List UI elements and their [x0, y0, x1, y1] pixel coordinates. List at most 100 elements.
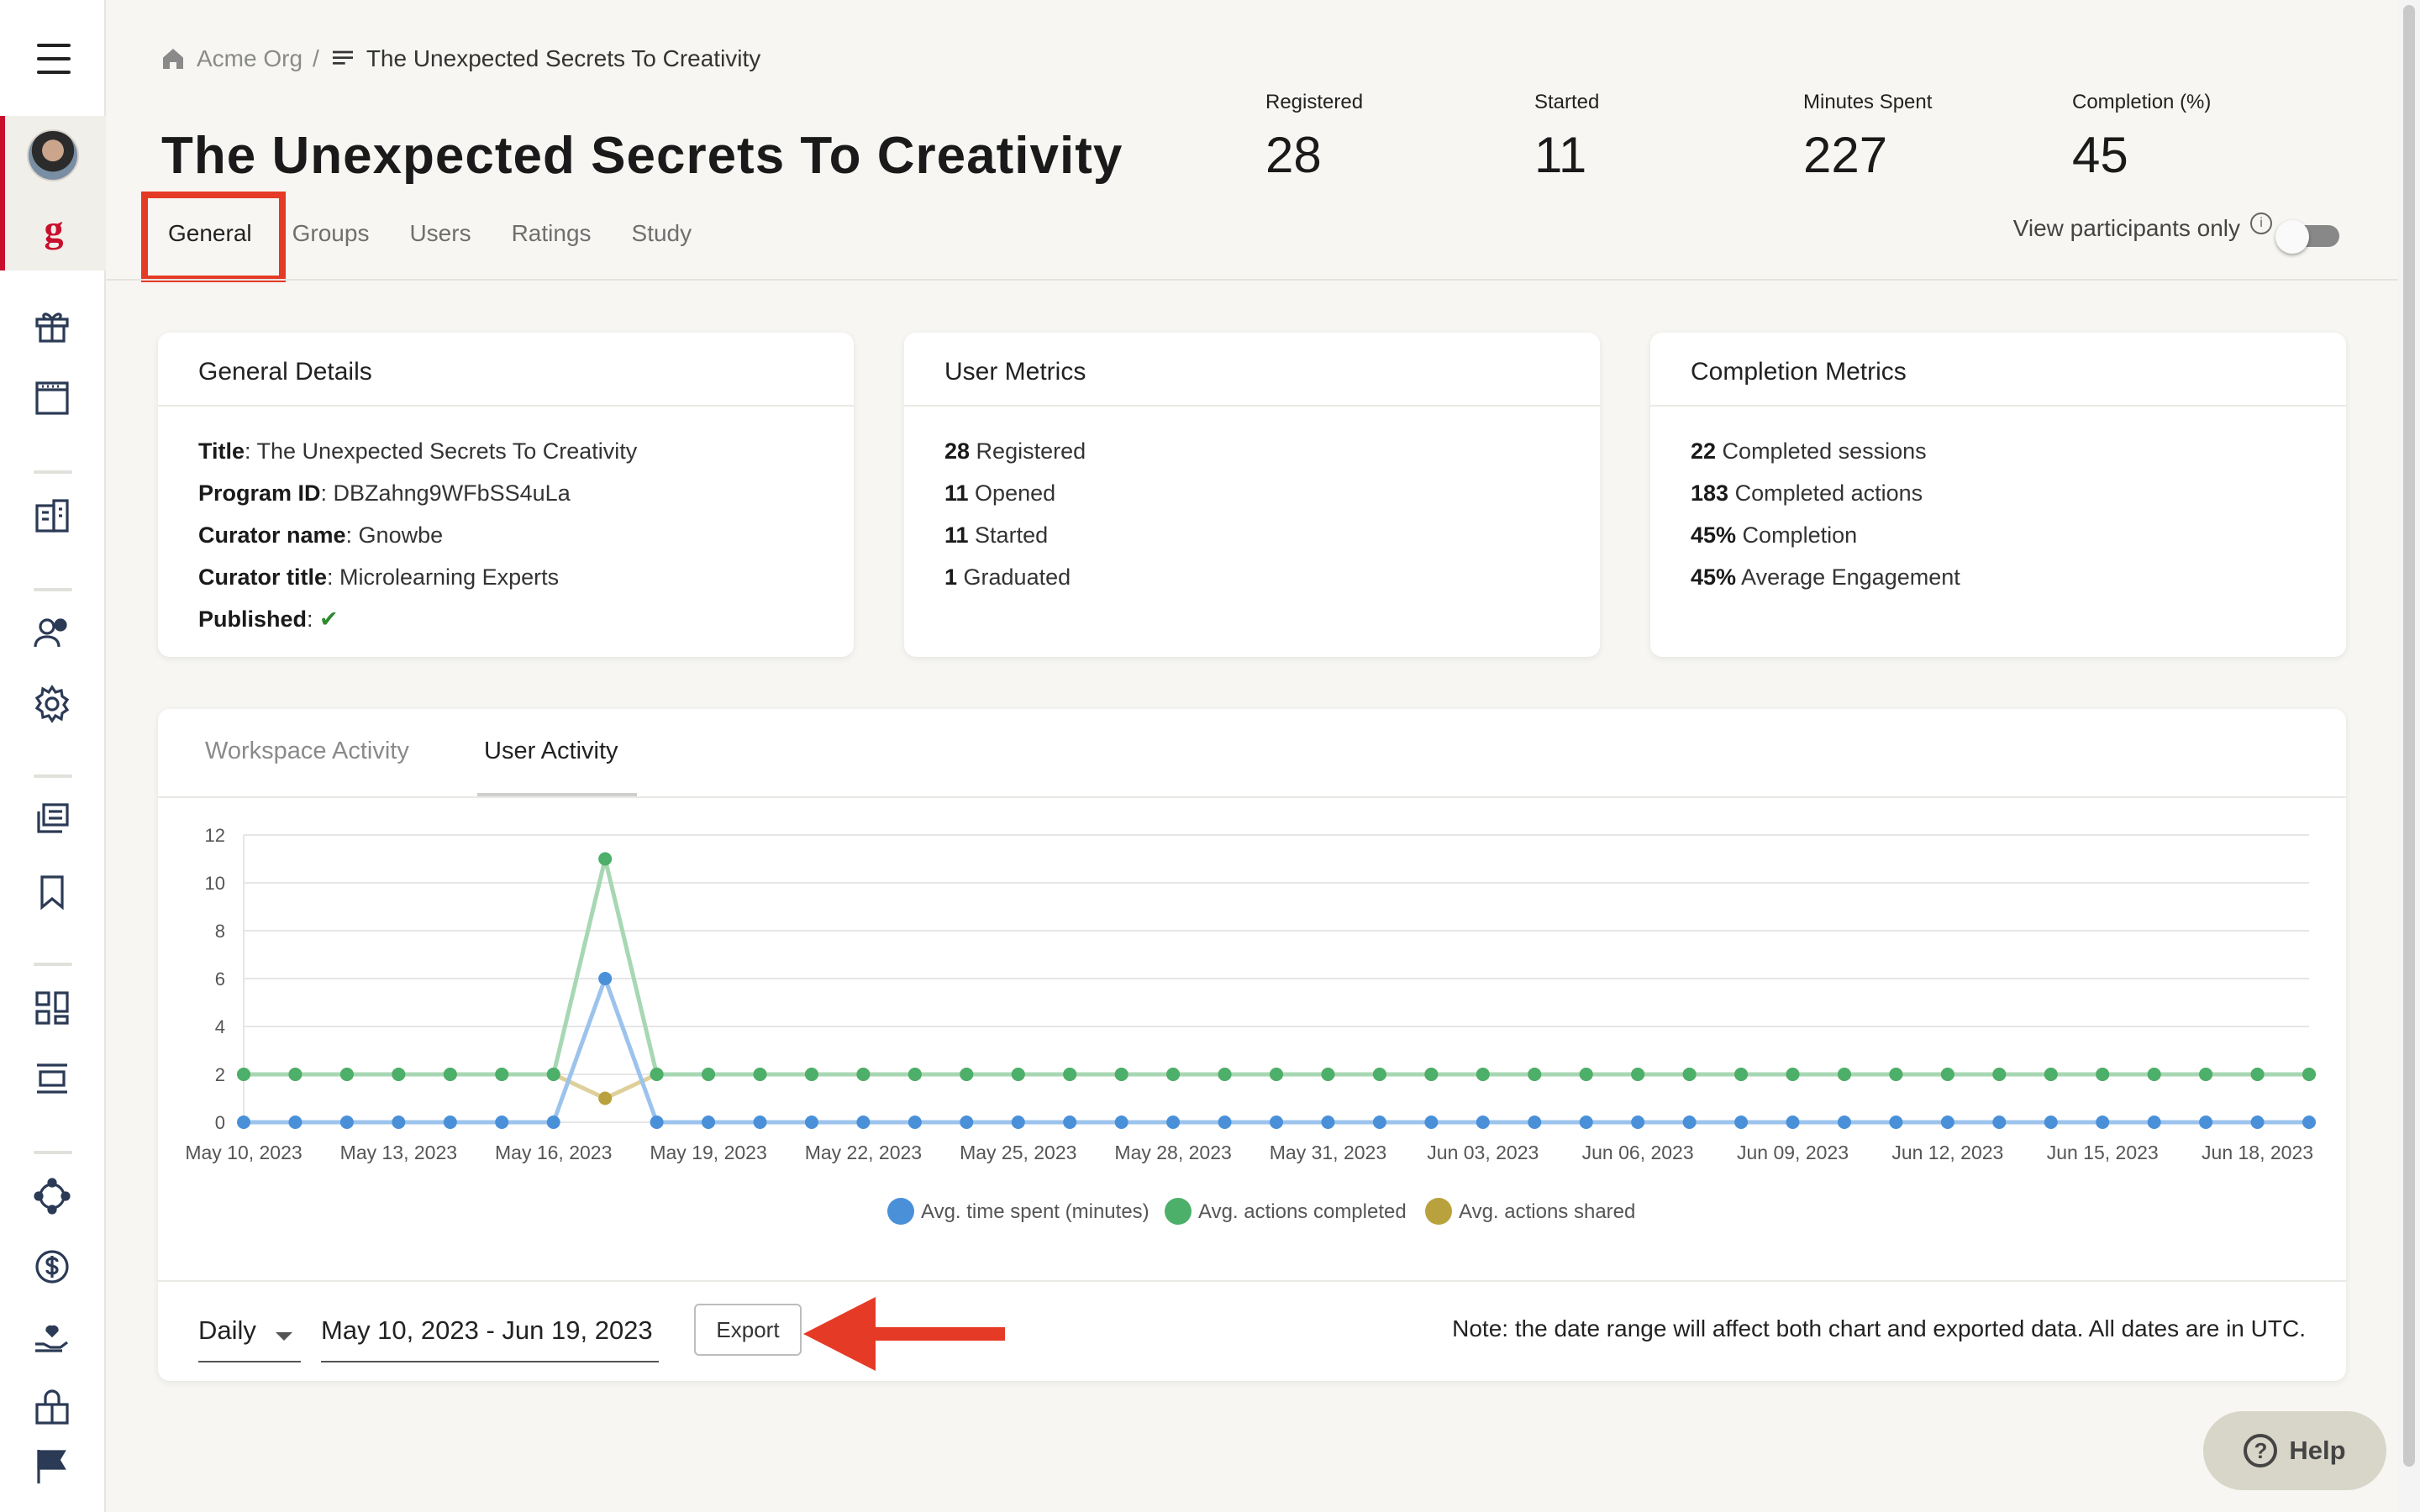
x-tick-label: Jun 03, 2023	[1427, 1142, 1539, 1163]
data-point	[598, 972, 613, 985]
detail-row-program-id: Program ID: DBZahng9WFbSS4uLa	[198, 472, 813, 514]
data-point	[856, 1068, 871, 1081]
info-icon[interactable]: i	[2250, 213, 2272, 234]
scrollbar[interactable]	[2398, 0, 2420, 1512]
breadcrumb: Acme Org / The Unexpected Secrets To Cre…	[160, 42, 760, 76]
data-point	[546, 1116, 560, 1129]
x-tick-label: May 28, 2023	[1114, 1142, 1231, 1163]
detail-value: :	[307, 606, 320, 632]
data-point	[753, 1116, 767, 1129]
metric-row: 22 Completed sessions	[1691, 430, 2306, 472]
heart-hand-icon[interactable]	[32, 1317, 72, 1357]
help-button[interactable]: ? Help	[2203, 1411, 2386, 1490]
data-point	[1114, 1068, 1128, 1081]
menu-icon[interactable]	[37, 44, 71, 74]
metric-label: Completion	[1736, 522, 1858, 548]
data-point	[753, 1068, 767, 1081]
card-title: General Details	[158, 333, 854, 407]
x-tick-label: Jun 06, 2023	[1582, 1142, 1694, 1163]
data-point	[2302, 1116, 2316, 1129]
date-range-input[interactable]: May 10, 2023 - Jun 19, 2023	[321, 1315, 659, 1362]
view-participants-label: View participants only	[2012, 215, 2240, 241]
legend-label: Avg. actions completed	[1198, 1200, 1407, 1223]
avatar[interactable]	[27, 129, 79, 181]
gift-box-icon[interactable]	[32, 1388, 72, 1428]
data-point	[1372, 1068, 1386, 1081]
data-point	[1166, 1116, 1181, 1129]
tab-groups[interactable]: Groups	[292, 220, 370, 246]
integration-icon[interactable]	[32, 1176, 72, 1216]
data-point	[392, 1068, 406, 1081]
users-icon[interactable]	[32, 613, 72, 654]
dashboard-icon[interactable]	[32, 988, 72, 1028]
tab-user-activity[interactable]: User Activity	[484, 738, 618, 764]
data-point	[288, 1068, 302, 1081]
sidebar-divider	[34, 588, 72, 591]
data-point	[1992, 1068, 2007, 1081]
data-point	[288, 1116, 302, 1129]
data-point	[1063, 1068, 1077, 1081]
data-point	[2302, 1068, 2316, 1081]
x-tick-label: Jun 12, 2023	[1891, 1142, 2003, 1163]
bookmark-icon[interactable]	[32, 872, 72, 912]
data-point	[650, 1068, 664, 1081]
metric-value: 1	[944, 564, 958, 590]
sidebar-divider	[34, 963, 72, 966]
metric-value: 11	[944, 480, 969, 506]
data-point	[1889, 1068, 1903, 1081]
data-point	[2147, 1116, 2161, 1129]
y-tick-label: 2	[215, 1064, 225, 1085]
gift-icon[interactable]	[32, 306, 72, 346]
scrollbar-thumb[interactable]	[2403, 5, 2415, 1467]
tab-study[interactable]: Study	[631, 220, 692, 246]
dollar-icon[interactable]	[32, 1247, 72, 1287]
x-tick-label: May 16, 2023	[495, 1142, 612, 1163]
data-point	[1476, 1068, 1490, 1081]
data-point	[960, 1116, 974, 1129]
breadcrumb-org-link[interactable]: Acme Org	[197, 45, 303, 71]
layout-icon[interactable]	[32, 1058, 72, 1099]
detail-row-curator-name: Curator name: Gnowbe	[198, 514, 813, 556]
tab-users[interactable]: Users	[409, 220, 471, 246]
active-tab-underline	[477, 793, 637, 796]
tab-general[interactable]: General	[168, 220, 252, 246]
metric-value: 28	[944, 438, 971, 464]
window-icon[interactable]	[32, 378, 72, 418]
data-point	[237, 1068, 250, 1081]
data-point	[1270, 1116, 1283, 1129]
metric-label: Average Engagement	[1736, 564, 1960, 590]
detail-value: : Microlearning Experts	[327, 564, 560, 590]
stat-started: Started 11	[1534, 91, 1599, 184]
data-point	[2096, 1068, 2110, 1081]
sidebar: g	[0, 0, 106, 1512]
tab-general-highlight-box	[141, 192, 286, 282]
view-participants-toggle[interactable]	[2275, 220, 2339, 254]
data-point	[339, 1068, 354, 1081]
data-point	[908, 1116, 922, 1129]
published-check-icon: ✔	[319, 606, 339, 632]
home-icon[interactable]	[160, 45, 187, 72]
library-icon[interactable]	[32, 800, 72, 840]
legend-marker	[1165, 1198, 1192, 1225]
data-point	[1631, 1116, 1645, 1129]
metric-label: Opened	[968, 480, 1056, 506]
data-point	[1011, 1068, 1025, 1081]
data-point	[1889, 1116, 1903, 1129]
metric-value: 22	[1691, 438, 1717, 464]
gear-icon[interactable]	[32, 684, 72, 724]
data-point	[1682, 1068, 1697, 1081]
gnowbe-logo-icon[interactable]: g	[44, 207, 64, 250]
flag-icon[interactable]	[32, 1446, 72, 1487]
granularity-select[interactable]: Daily	[198, 1315, 301, 1362]
x-tick-label: May 25, 2023	[960, 1142, 1076, 1163]
export-button[interactable]: Export	[694, 1304, 802, 1356]
tab-workspace-activity[interactable]: Workspace Activity	[205, 738, 409, 764]
building-icon[interactable]	[32, 496, 72, 536]
tab-ratings[interactable]: Ratings	[511, 220, 592, 246]
data-point	[960, 1068, 974, 1081]
stat-value: 45	[2072, 127, 2128, 183]
data-point	[1218, 1116, 1232, 1129]
data-point	[2147, 1068, 2161, 1081]
stat-completion: Completion (%) 45	[2072, 91, 2211, 184]
metric-value: 45%	[1691, 522, 1737, 548]
